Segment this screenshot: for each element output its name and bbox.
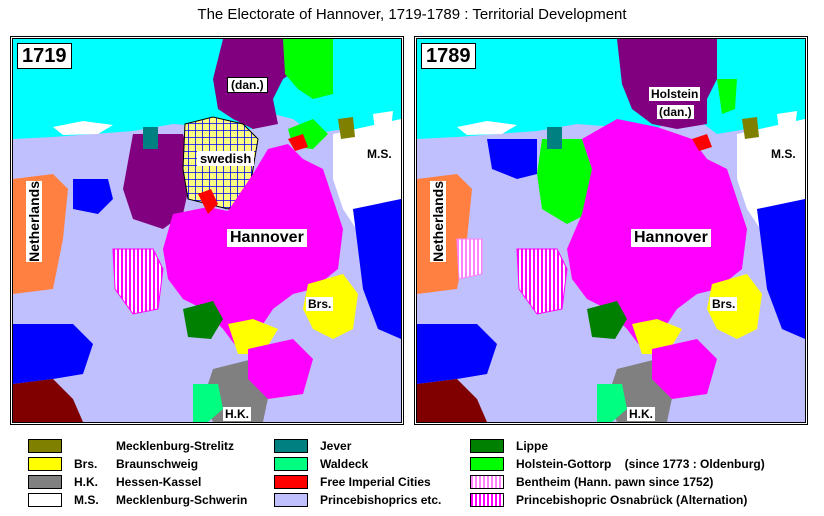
legend-text: Mecklenburg-Strelitz [116, 439, 235, 453]
green-swatch [470, 439, 504, 453]
year-label-1789: 1789 [421, 43, 476, 69]
legend-item-waldeck: Waldeck [274, 456, 368, 472]
legend-text: Hessen-Kassel [116, 475, 202, 489]
legend-item-hessen-kassel: H.K. Hessen-Kassel [28, 474, 201, 490]
teal-swatch [274, 439, 308, 453]
label-brs: Brs. [710, 297, 738, 311]
legend-item-mecklenburg-schwerin: M.S. Mecklenburg-Schwerin [28, 492, 247, 508]
label-dan: (dan.) [657, 105, 694, 119]
label-netherlands: Netherlands [26, 181, 42, 262]
map-1789-canvas [417, 39, 805, 422]
legend-item-braunschweig: Brs. Braunschweig [28, 456, 198, 472]
legend-item-princebishoprics: Princebishoprics etc. [274, 492, 441, 508]
map-1719: 1719 (dan.) swedish M.S. Netherlands Han… [10, 36, 404, 425]
map-1719-canvas [13, 39, 401, 422]
legend-text: Waldeck [320, 457, 369, 471]
pink-hatch-swatch [470, 475, 504, 489]
gray-swatch [28, 475, 62, 489]
legend-text: Holstein-Gottorp (since 1773 : Oldenburg… [516, 457, 765, 471]
legend-text: Free Imperial Cities [320, 475, 431, 489]
legend-item-jever: Jever [274, 438, 351, 454]
legend-text: Princebishopric Osnabrück (Alternation) [516, 493, 748, 507]
lavender-swatch [274, 493, 308, 507]
legend-abbr: Brs. [74, 457, 98, 471]
label-swedish: swedish [197, 151, 255, 166]
map-1789: 1789 Holstein (dan.) M.S. Netherlands Ha… [414, 36, 808, 425]
label-netherlands: Netherlands [430, 181, 446, 262]
legend-text: Princebishoprics etc. [320, 493, 442, 507]
legend: Mecklenburg-Strelitz Brs. Braunschweig H… [0, 434, 824, 514]
legend-text: Bentheim (Hann. pawn since 1752) [516, 475, 714, 489]
legend-abbr: M.S. [74, 493, 99, 507]
legend-item-osnabrueck: Princebishopric Osnabrück (Alternation) [470, 492, 747, 508]
year-label-1719: 1719 [17, 43, 72, 69]
label-hk: H.K. [223, 407, 251, 421]
white-swatch [28, 493, 62, 507]
red-swatch [274, 475, 308, 489]
label-dan: (dan.) [227, 77, 268, 93]
label-holstein: Holstein [649, 87, 701, 101]
legend-abbr: H.K. [74, 475, 98, 489]
label-hannover: Hannover [631, 229, 711, 247]
map-title: The Electorate of Hannover, 1719-1789 : … [197, 6, 627, 23]
spring-green-swatch [274, 457, 308, 471]
legend-text: Lippe [516, 439, 548, 453]
label-brs: Brs. [306, 297, 334, 311]
legend-item-lippe: Lippe [470, 438, 548, 454]
olive-swatch [28, 439, 62, 453]
legend-item-holstein-gottorp: Holstein-Gottorp (since 1773 : Oldenburg… [470, 456, 765, 472]
legend-text: Mecklenburg-Schwerin [116, 493, 248, 507]
legend-item-bentheim: Bentheim (Hann. pawn since 1752) [470, 474, 713, 490]
label-ms: M.S. [771, 147, 796, 161]
magenta-hatch-swatch [470, 493, 504, 507]
label-hannover: Hannover [227, 229, 307, 247]
legend-text: Braunschweig [116, 457, 199, 471]
yellow-swatch [28, 457, 62, 471]
legend-item-mecklenburg-strelitz: Mecklenburg-Strelitz [28, 438, 234, 454]
label-ms: M.S. [367, 147, 392, 161]
legend-text: Jever [320, 439, 352, 453]
label-hk: H.K. [627, 407, 655, 421]
legend-item-free-imperial-cities: Free Imperial Cities [274, 474, 431, 490]
lime-swatch [470, 457, 504, 471]
